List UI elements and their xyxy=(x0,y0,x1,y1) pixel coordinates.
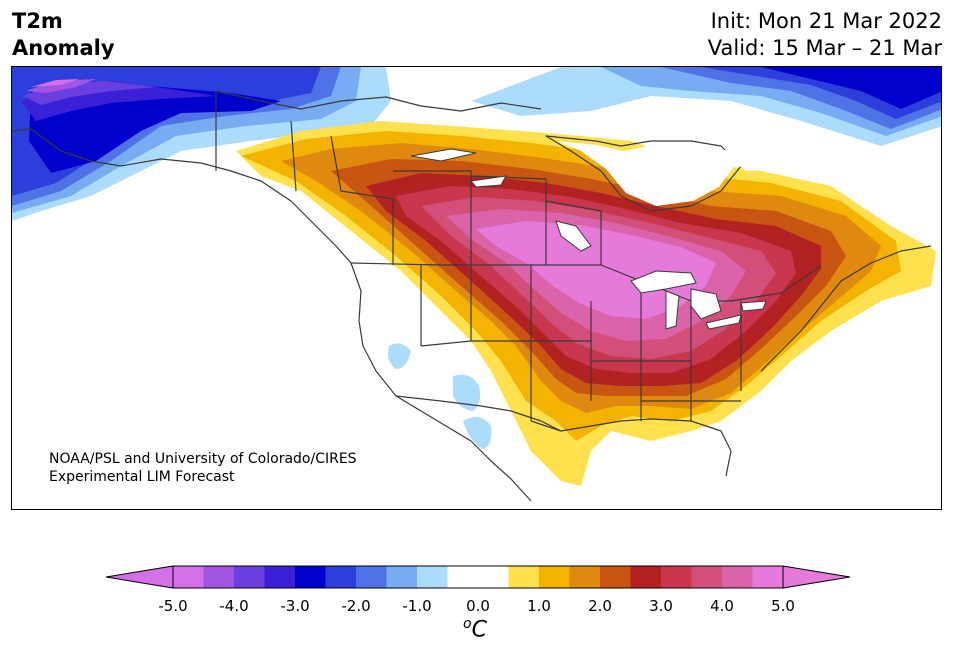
hudson-bay xyxy=(545,135,742,212)
colorbar-cell xyxy=(722,566,754,588)
title-line-2: Anomaly xyxy=(12,36,115,60)
cool-spots-southwest xyxy=(387,343,492,449)
date-info: Init: Mon 21 Mar 2022 Valid: 15 Mar – 21… xyxy=(708,8,942,62)
colorbar-cell xyxy=(295,566,327,588)
colorbar-cell xyxy=(752,566,784,588)
colorbar-cell xyxy=(325,566,357,588)
province-lines xyxy=(290,120,602,265)
colorbar-ticks: -5.0 -4.0 -3.0 -2.0 -1.0 0.0 1.0 2.0 3.0 4.0 5.0 xyxy=(0,597,953,617)
lake-erie xyxy=(705,314,742,330)
colorbar-tick-label: 5.0 xyxy=(771,597,795,615)
colorbar-cell xyxy=(478,566,510,588)
colorbar-cell xyxy=(234,566,266,588)
colorbar-cell xyxy=(691,566,723,588)
cool-spot-nevada xyxy=(387,343,411,369)
colorbar xyxy=(106,565,851,589)
colorbar-cell xyxy=(203,566,235,588)
lake-michigan xyxy=(665,290,680,330)
colorbar-tick-label: 1.0 xyxy=(527,597,551,615)
colorbar-cell xyxy=(264,566,296,588)
hudson-bay-water xyxy=(556,141,736,206)
lake-superior xyxy=(630,270,697,294)
coastline-pacific-us xyxy=(350,262,532,502)
colorbar-cell xyxy=(661,566,693,588)
coastline-arctic xyxy=(215,90,542,112)
cold-band-orchid xyxy=(31,79,79,87)
data-credit: NOAA/PSL and University of Colorado/CIRE… xyxy=(49,450,357,486)
colorbar-cell xyxy=(386,566,418,588)
colorbar-cell xyxy=(508,566,540,588)
colorbar-tick-label: 2.0 xyxy=(588,597,612,615)
colorbar-cell xyxy=(539,566,571,588)
colorbar-cell xyxy=(417,566,449,588)
border-us-mexico xyxy=(395,395,562,432)
map-title: T2m Anomaly xyxy=(12,8,115,62)
state-lines xyxy=(420,265,742,421)
warm-anomaly xyxy=(236,121,936,486)
colorbar-tick-label: 4.0 xyxy=(710,597,734,615)
valid-range: Valid: 15 Mar – 21 Mar xyxy=(707,36,942,60)
great-lakes xyxy=(410,148,767,330)
colorbar-cell xyxy=(630,566,662,588)
colorbar-tick-label: -1.0 xyxy=(402,597,432,615)
cool-spot-mexico xyxy=(463,417,492,449)
colorbar-cell xyxy=(173,566,205,588)
cold-anomaly-northwest xyxy=(12,67,391,221)
colorbar-tick-label: 0.0 xyxy=(466,597,490,615)
coastline-alaska xyxy=(12,128,352,264)
colorbar-tick-label: -2.0 xyxy=(341,597,371,615)
anomaly-map xyxy=(12,67,941,509)
map-panel: NOAA/PSL and University of Colorado/CIRE… xyxy=(11,66,942,510)
colorbar-tick-label: 3.0 xyxy=(649,597,673,615)
warm-band-pink xyxy=(476,221,716,319)
cool-spot-arizona xyxy=(453,374,481,411)
credit-line-1: NOAA/PSL and University of Colorado/CIRE… xyxy=(49,451,357,467)
unit-letter: C xyxy=(471,617,487,643)
lake-ontario xyxy=(740,300,767,312)
lake-huron xyxy=(690,288,722,320)
coastline-gulf xyxy=(530,418,732,477)
colorbar-tick-label: -5.0 xyxy=(158,597,188,615)
colorbar-cell xyxy=(356,566,388,588)
credit-line-2: Experimental LIM Forecast xyxy=(49,469,235,485)
colorbar-cell xyxy=(447,566,479,588)
colorbar-unit: oC xyxy=(463,616,487,642)
init-date: Init: Mon 21 Mar 2022 xyxy=(710,9,942,33)
colorbar-tick-label: -4.0 xyxy=(219,597,249,615)
unit-degree-symbol: o xyxy=(463,616,472,632)
title-line-1: T2m xyxy=(12,9,63,33)
colorbar-tick-label: -3.0 xyxy=(280,597,310,615)
great-bear-lake xyxy=(470,175,507,188)
colorbar-outline xyxy=(172,565,784,589)
colorbar-cell xyxy=(569,566,601,588)
colorbar-under-arrow xyxy=(106,565,174,589)
baffin-water xyxy=(721,141,861,186)
cold-anomaly-northeast xyxy=(471,67,941,146)
coastline-atlantic xyxy=(760,245,932,372)
colorbar-cell xyxy=(600,566,632,588)
cold-band-purple xyxy=(26,79,96,93)
great-slave-lake xyxy=(410,148,477,162)
ne-cold-navy xyxy=(761,67,941,109)
colorbar-over-arrow xyxy=(782,565,851,589)
lake-winnipeg xyxy=(555,220,592,252)
